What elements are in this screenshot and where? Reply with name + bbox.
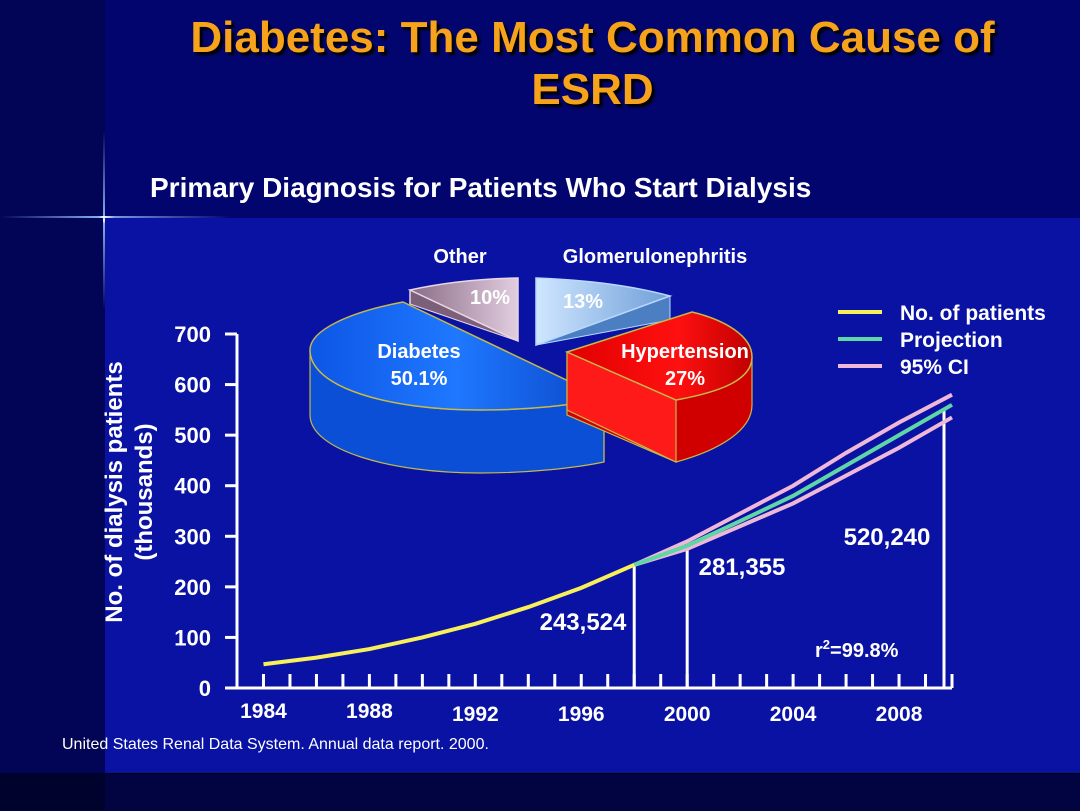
background-footer-bar (0, 773, 1080, 811)
pie-label-glomerulonephritis-name: Glomerulonephritis (563, 246, 747, 268)
x-tick-label: 1984 (240, 700, 287, 723)
y-tick-label: 400 (174, 474, 211, 499)
y-tick-label: 700 (174, 322, 211, 347)
slide-title-line2: ESRD (531, 65, 654, 114)
pie-label-other-value: 10% (470, 287, 510, 309)
y-tick-label: 600 (174, 373, 211, 398)
line-chart: 0 100 200 300 400 500 600 700 1984 1988 1992 1996 2… (101, 322, 954, 726)
y-tick-label: 300 (174, 524, 211, 549)
pie-slice-other (407, 277, 519, 343)
legend-label-projection: Projection (900, 329, 1003, 352)
slide-title: Diabetes: The Most Common Cause of ESRD (105, 12, 1080, 116)
pie-chart: Other 10% Glomerulonephritis 13% Diabete… (309, 246, 753, 474)
pie-slice-glomerulonephritis (535, 277, 673, 347)
y-axis-label-line2: (thousands) (131, 423, 158, 560)
x-tick-label: 1992 (452, 703, 499, 726)
pie-label-other-name: Other (433, 246, 487, 268)
value-marker-labels: 243,524 281,355 520,240 (540, 524, 931, 636)
pie-label-glomerulonephritis-value: 13% (563, 291, 603, 313)
background-left-strip (0, 0, 105, 775)
light-flare-vertical (103, 130, 105, 310)
series-patients-line (263, 563, 636, 667)
background-footer-corner (0, 773, 105, 810)
source-citation: United States Renal Data System. Annual … (62, 736, 489, 753)
legend-label-ci: 95% CI (900, 356, 969, 379)
light-flare-horizontal (0, 216, 230, 218)
pie-slice-other-top (407, 277, 519, 343)
marker-label: 243,524 (540, 609, 627, 636)
pie-label-diabetes-value: 50.1% (391, 368, 448, 390)
y-tick-label: 100 (174, 625, 211, 650)
pie-label-diabetes-name: Diabetes (377, 341, 460, 363)
pie-slice-hypertension-top (564, 311, 753, 401)
legend-label-patients: No. of patients (900, 302, 1046, 325)
pie-slice-glomerulonephritis-top (535, 277, 673, 347)
marker-label: 520,240 (844, 524, 931, 551)
x-tick-label: 1996 (558, 703, 605, 726)
x-tick-label: 2008 (876, 703, 923, 726)
x-tick-label: 2004 (770, 703, 817, 726)
x-tick-label: 2000 (664, 703, 711, 726)
marker-label: 281,355 (699, 554, 786, 581)
pie-label-hypertension-name: Hypertension (621, 341, 749, 363)
pie-slice-diabetes (309, 301, 607, 474)
y-tick-label: 200 (174, 575, 211, 600)
r-squared-annotation: r2=99.8% (815, 637, 899, 662)
series-ci-upper-line (633, 392, 953, 567)
legend: No. of patients Projection 95% CI (838, 302, 1046, 379)
y-tick-label: 500 (174, 423, 211, 448)
slide-subtitle: Primary Diagnosis for Patients Who Start… (150, 172, 812, 203)
x-axis-ticks: 1984 1988 1992 1996 2000 2004 2008 (240, 674, 954, 726)
pie-slice-diabetes-top (309, 301, 607, 411)
value-marker-lines (632, 409, 946, 688)
series-ci-lower-line (633, 415, 953, 567)
series-projection-line (633, 403, 953, 567)
x-tick-label: 1988 (346, 700, 393, 723)
y-tick-label: 0 (199, 676, 211, 701)
y-axis-ticks: 0 100 200 300 400 500 600 700 (174, 322, 237, 701)
y-axis-label-line1: No. of dialysis patients (101, 361, 128, 622)
pie-label-hypertension-value: 27% (665, 368, 705, 390)
pie-slice-hypertension (564, 311, 753, 463)
slide-title-line1: Diabetes: The Most Common Cause of (190, 13, 995, 62)
